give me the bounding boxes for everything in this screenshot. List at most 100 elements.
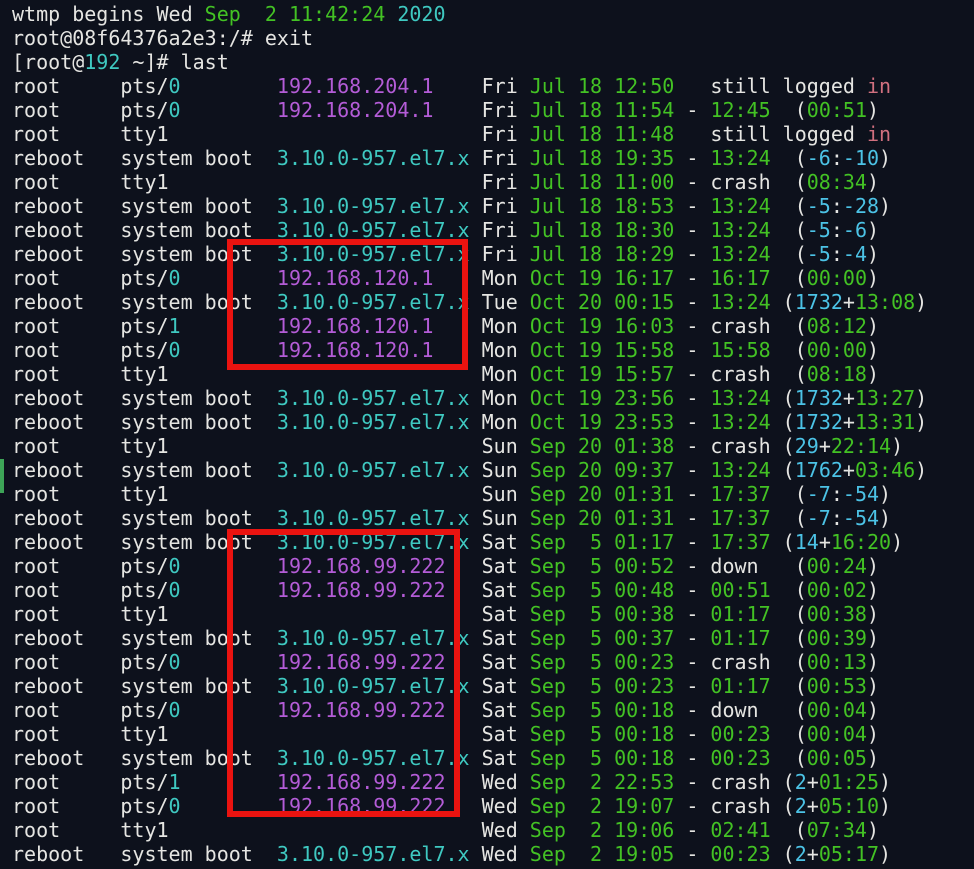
terminal-line: root pts/1 192.168.120.1 Mon Oct 19 16:0…	[12, 314, 974, 338]
terminal-text-segment: system boot	[120, 842, 277, 866]
terminal-text-segment: 13:27	[854, 386, 916, 410]
terminal-text-segment: -6	[842, 218, 867, 242]
terminal-text-segment: )	[879, 770, 892, 794]
terminal-text-segment: Sep 2 11:42:24	[204, 2, 386, 26]
terminal-text-segment: Sep 5 00:23	[529, 674, 675, 698]
terminal-text-segment: :	[830, 482, 843, 506]
terminal-text-segment: (	[770, 530, 795, 554]
terminal-text-segment: 01:17	[710, 602, 771, 626]
terminal-text-segment: reboot	[12, 290, 121, 314]
terminal-line: reboot system boot 3.10.0-957.el7.x Sat …	[12, 530, 974, 554]
terminal-text-segment: )	[891, 530, 904, 554]
terminal-text-segment: (	[770, 266, 807, 290]
terminal-text-segment: (	[770, 842, 795, 866]
terminal-line: root pts/0 192.168.204.1 Fri Jul 18 12:5…	[12, 74, 974, 98]
terminal-text-segment: 13:24	[710, 242, 771, 266]
terminal-text-segment: [root@	[12, 50, 85, 74]
terminal-text-segment: 0	[168, 98, 181, 122]
terminal-text-segment: system boot	[120, 458, 277, 482]
terminal-text-segment: Jul 18 18:53	[529, 194, 675, 218]
terminal-text-segment: 3.10.0-957.el7.x	[276, 386, 470, 410]
terminal-text-segment	[470, 530, 482, 554]
terminal-text-segment: 03:46	[854, 458, 916, 482]
terminal-text-segment: -10	[842, 146, 880, 170]
terminal-text-segment: Wed	[481, 770, 530, 794]
terminal-text-segment: -	[674, 530, 711, 554]
terminal-text-segment: 3.10.0-957.el7.x	[276, 290, 470, 314]
terminal-text-segment: Tue	[481, 290, 530, 314]
terminal-text-segment: 3.10.0-957.el7.x	[276, 530, 470, 554]
terminal-text-segment: (	[770, 218, 807, 242]
terminal-text-segment: Sat	[481, 554, 530, 578]
terminal-text-segment: reboot	[12, 458, 121, 482]
terminal-text-segment: (	[770, 722, 807, 746]
terminal-text-segment: (	[770, 506, 807, 530]
terminal-text-segment: 192.168.99.222	[276, 650, 446, 674]
terminal-text-segment: system boot	[120, 626, 277, 650]
terminal-text-segment: reboot	[12, 506, 121, 530]
terminal-text-segment: )	[866, 674, 880, 698]
terminal-text-segment: 0	[168, 578, 181, 602]
terminal-text-segment: -	[674, 98, 711, 122]
terminal-text-segment: -	[674, 218, 711, 242]
terminal-text-segment: root	[12, 698, 121, 722]
terminal-line: root tty1 Sun Sep 20 01:31 - 17:37 (-7:-…	[12, 482, 974, 506]
terminal-text-segment: 1732	[794, 290, 843, 314]
terminal-text-segment: Sep 5 00:52	[529, 554, 675, 578]
terminal-text-segment: 2	[794, 842, 807, 866]
terminal-text-segment: -	[674, 506, 711, 530]
terminal-text-segment	[181, 98, 277, 122]
terminal-text-segment: (	[770, 98, 807, 122]
terminal-line: root tty1 Fri Jul 18 11:48 still logged …	[12, 122, 974, 146]
terminal-line: reboot system boot 3.10.0-957.el7.x Fri …	[12, 242, 974, 266]
terminal-line: reboot system boot 3.10.0-957.el7.x Sat …	[12, 626, 974, 650]
terminal-text-segment: Sat	[481, 674, 530, 698]
terminal-text-segment: reboot	[12, 386, 121, 410]
terminal-text-segment: Oct 19 16:17	[529, 266, 675, 290]
terminal-text-segment: (	[770, 770, 795, 794]
terminal-text-segment: pts/	[120, 74, 169, 98]
terminal-text-segment	[446, 650, 482, 674]
terminal-text-segment: Sep 2 22:53	[529, 770, 675, 794]
terminal-text-segment: (	[770, 314, 807, 338]
terminal-text-segment: system boot	[120, 242, 277, 266]
terminal-text-segment: reboot	[12, 530, 121, 554]
terminal-text-segment: )	[915, 458, 928, 482]
terminal-text-segment: -	[674, 818, 711, 842]
terminal-text-segment: -	[674, 674, 711, 698]
terminal-text-segment: tty1	[120, 170, 277, 194]
terminal-text-segment: root	[12, 338, 121, 362]
terminal-text-segment: )	[879, 842, 892, 866]
terminal-text-segment: 08:18	[806, 362, 867, 386]
terminal-text-segment: (	[770, 626, 807, 650]
terminal-text-segment: 1	[168, 314, 181, 338]
terminal-text-segment: )	[866, 722, 880, 746]
terminal-text-segment: )	[866, 602, 880, 626]
terminal-text-segment: Sep 5 01:17	[529, 530, 675, 554]
terminal-text-segment: )	[866, 698, 880, 722]
terminal-text-segment: -	[674, 266, 711, 290]
terminal-text-segment: wtmp begins Wed	[12, 2, 205, 26]
terminal-text-segment: root	[12, 314, 121, 338]
terminal-text-segment: -	[674, 458, 711, 482]
terminal-text-segment: (	[758, 554, 807, 578]
terminal-text-segment	[446, 698, 482, 722]
terminal-text-segment: (	[770, 362, 807, 386]
terminal-text-segment: )	[867, 218, 880, 242]
terminal-text-segment: 05:17	[818, 842, 880, 866]
terminal-text-segment: 0	[168, 338, 181, 362]
terminal-text-segment: -	[674, 602, 711, 626]
terminal-text-segment: 3.10.0-957.el7.x	[276, 842, 470, 866]
terminal-text-segment: Sep 20 09:37	[529, 458, 675, 482]
terminal-text-segment: Sun	[481, 506, 530, 530]
terminal-text-segment	[470, 242, 482, 266]
terminal-text-segment: 0	[168, 794, 181, 818]
terminal-text-segment	[181, 554, 277, 578]
terminal-text-segment: 0	[168, 698, 181, 722]
terminal-text-segment: :	[830, 194, 843, 218]
terminal-text-segment: - crash	[674, 434, 771, 458]
terminal-text-segment: root	[12, 602, 121, 626]
terminal-text-segment	[446, 794, 482, 818]
terminal-text-segment: Sat	[481, 530, 530, 554]
